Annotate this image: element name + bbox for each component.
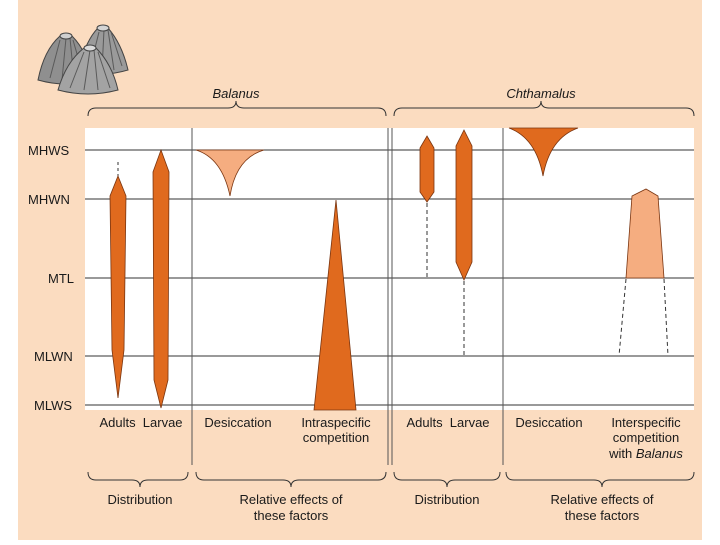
- species-label-balanus: Balanus: [213, 86, 260, 101]
- group-label-chthamalus-effects-2: these factors: [565, 508, 640, 523]
- tide-label-mhwn: MHWN: [28, 192, 70, 207]
- column-separators: [191, 128, 504, 465]
- balanus-desiccation-shape: [195, 149, 265, 197]
- balanus-adults-bar: [109, 174, 127, 399]
- column-label-chthamalus-interspecific-3: with Balanus: [608, 446, 683, 461]
- chthamalus-interspecific-dashed-left: [618, 278, 627, 357]
- group-label-balanus-distribution: Distribution: [107, 492, 172, 507]
- column-label-balanus-italic: Balanus: [636, 446, 683, 461]
- group-label-balanus-effects-2: these factors: [254, 508, 329, 523]
- group-label-chthamalus-effects-1: Relative effects of: [550, 492, 653, 507]
- tide-label-mhws: MHWS: [28, 143, 69, 158]
- top-brace-chthamalus: [393, 100, 695, 117]
- chthamalus-interspecific-dashed-right: [663, 278, 669, 357]
- column-label-chthamalus-interspecific-1: Interspecific: [611, 415, 681, 430]
- tide-level-lines: [85, 149, 694, 406]
- column-label-chthamalus-desiccation: Desiccation: [515, 415, 582, 430]
- species-label-chthamalus: Chthamalus: [506, 86, 576, 101]
- group-label-chthamalus-distribution: Distribution: [414, 492, 479, 507]
- column-label-balanus-desiccation: Desiccation: [204, 415, 271, 430]
- barnacle-icon: [37, 24, 129, 95]
- balanus-larvae-bar: [152, 148, 170, 409]
- chthamalus-larvae-bar: [455, 129, 473, 281]
- column-label-balanus-adults-larvae: Adults Larvae: [99, 415, 182, 430]
- column-label-balanus-intraspecific-2: competition: [303, 430, 369, 445]
- group-label-balanus-effects-1: Relative effects of: [239, 492, 342, 507]
- tide-label-mtl: MTL: [48, 271, 74, 286]
- column-label-balanus-intraspecific-1: Intraspecific: [301, 415, 371, 430]
- bottom-braces: [87, 471, 695, 488]
- column-label-chthamalus-adults-larvae: Adults Larvae: [406, 415, 489, 430]
- top-brace-balanus: [87, 100, 387, 117]
- column-label-with: with: [608, 446, 636, 461]
- tide-label-mlws: MLWS: [34, 398, 72, 413]
- plot-area: [85, 128, 694, 410]
- chthamalus-desiccation-shape: [508, 127, 579, 177]
- column-label-chthamalus-interspecific-2: competition: [613, 430, 679, 445]
- chthamalus-adults-bar: [419, 135, 435, 203]
- balanus-intraspecific-shape: [313, 199, 357, 411]
- chthamalus-interspecific-shape: [625, 188, 665, 279]
- tide-label-mlwn: MLWN: [34, 349, 73, 364]
